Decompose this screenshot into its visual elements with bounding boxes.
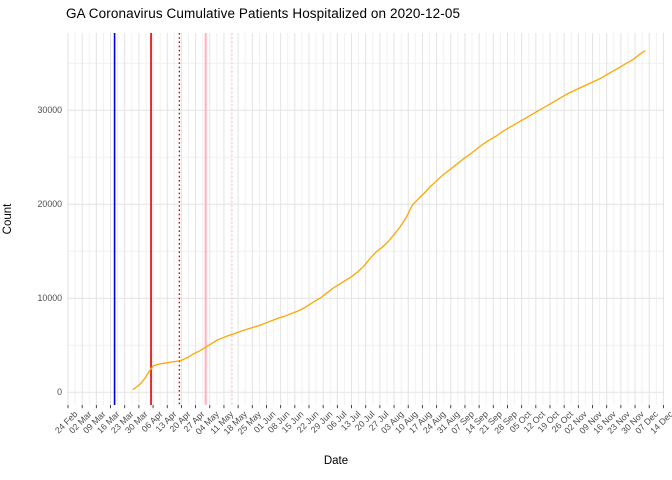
y-tick-label: 0 — [57, 387, 62, 398]
series-line-cumulative_patients_hospitalized — [132, 50, 646, 391]
y-axis-title: Count — [2, 203, 14, 235]
x-axis-title: Date — [323, 455, 349, 467]
y-tick-label: 10000 — [37, 293, 62, 304]
y-tick-label: 30000 — [37, 105, 62, 116]
y-tick-label: 20000 — [37, 199, 62, 210]
chart-title: GA Coronavirus Cumulative Patients Hospi… — [66, 6, 461, 21]
